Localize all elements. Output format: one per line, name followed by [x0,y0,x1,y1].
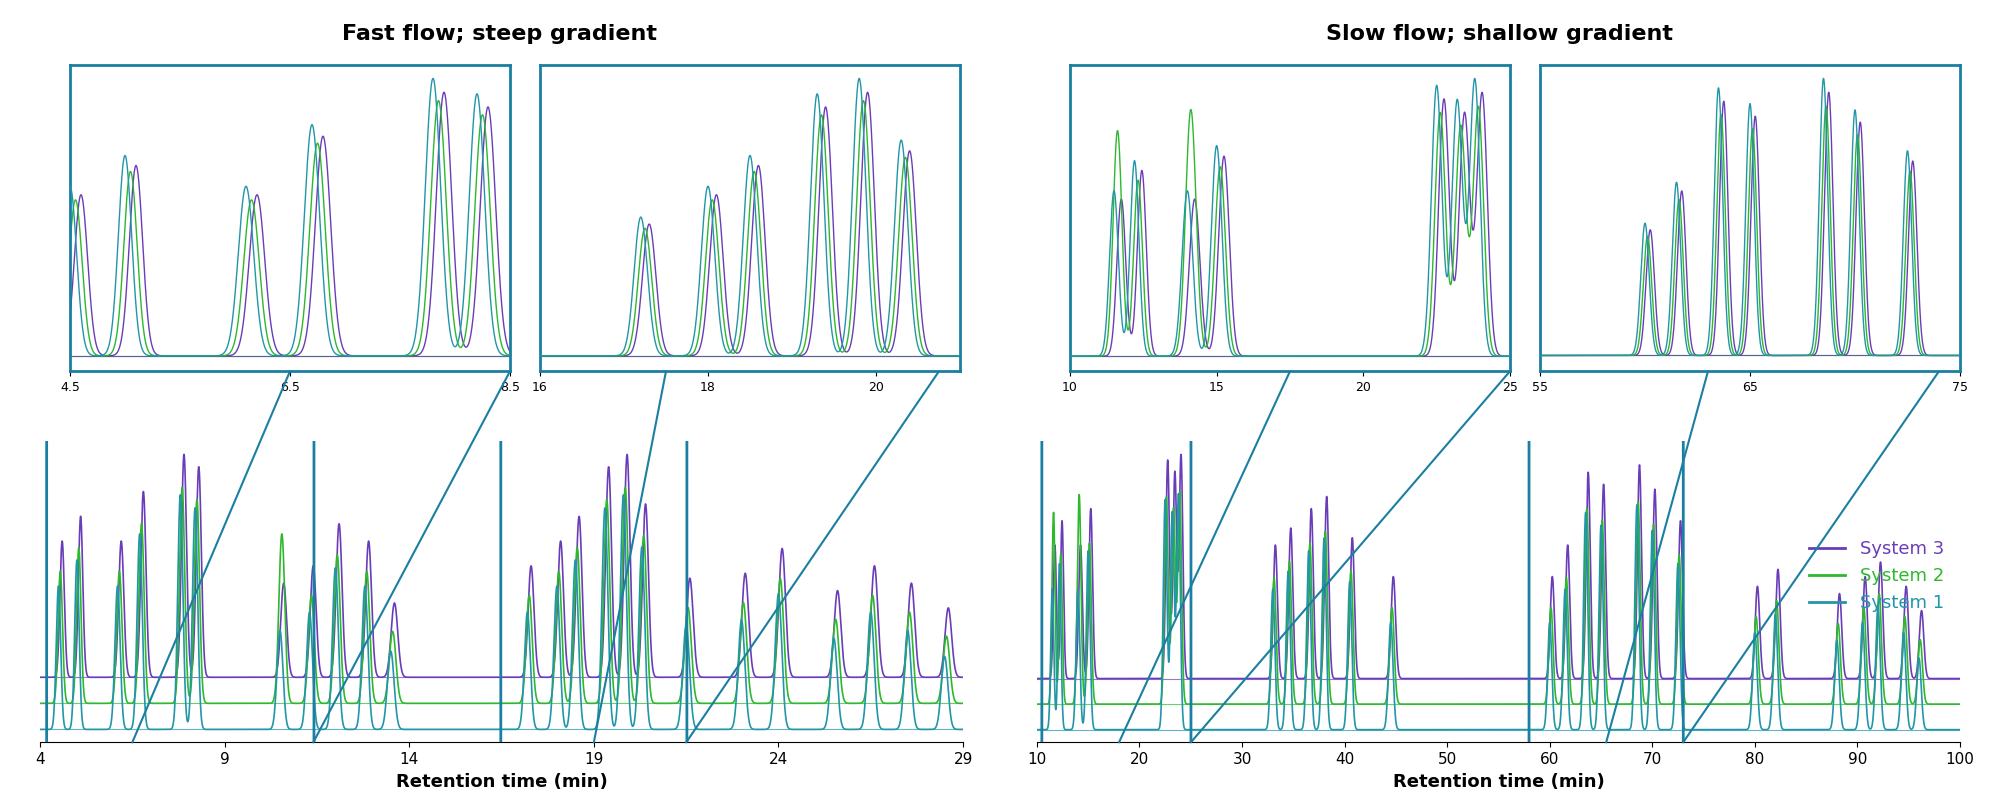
X-axis label: Retention time (min): Retention time (min) [396,773,608,791]
Text: Slow flow; shallow gradient: Slow flow; shallow gradient [1326,24,1674,44]
Text: Fast flow; steep gradient: Fast flow; steep gradient [342,24,658,44]
Legend: System 3, System 2, System 1: System 3, System 2, System 1 [1802,533,1950,620]
X-axis label: Retention time (min): Retention time (min) [1392,773,1604,791]
